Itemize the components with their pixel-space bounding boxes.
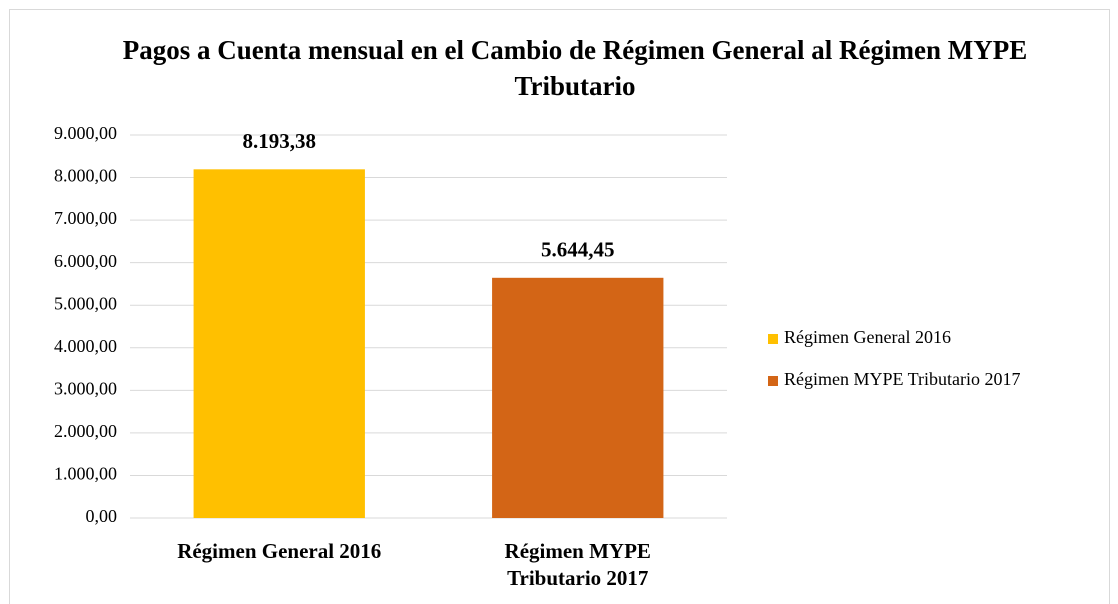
legend-swatch — [768, 334, 778, 344]
legend-label: Régimen MYPE Tributario 2017 — [784, 369, 1021, 389]
y-tick-label: 7.000,00 — [54, 208, 117, 228]
x-tick-label: Régimen MYPE Tributario 2017 — [504, 539, 651, 590]
y-tick-label: 9.000,00 — [54, 123, 117, 143]
y-tick-label: 8.000,00 — [54, 166, 117, 186]
legend-swatch — [768, 376, 778, 386]
y-tick-label: 1.000,00 — [54, 464, 117, 484]
y-tick-label: 5.000,00 — [54, 293, 117, 313]
y-tick-label: 6.000,00 — [54, 251, 117, 271]
data-label: 5.644,45 — [541, 238, 615, 262]
data-label: 8.193,38 — [243, 129, 317, 153]
bar — [193, 169, 365, 518]
chart-title: Pagos a Cuenta mensual en el Cambio de R… — [122, 35, 1028, 101]
chart-border — [9, 9, 1110, 604]
y-tick-label: 4.000,00 — [54, 336, 117, 356]
legend-label: Régimen General 2016 — [784, 327, 951, 347]
y-tick-label: 2.000,00 — [54, 421, 117, 441]
bar — [492, 277, 664, 518]
x-tick-label: Régimen General 2016 — [177, 539, 382, 563]
y-tick-label: 3.000,00 — [54, 378, 117, 398]
y-tick-label: 0,00 — [86, 506, 118, 526]
